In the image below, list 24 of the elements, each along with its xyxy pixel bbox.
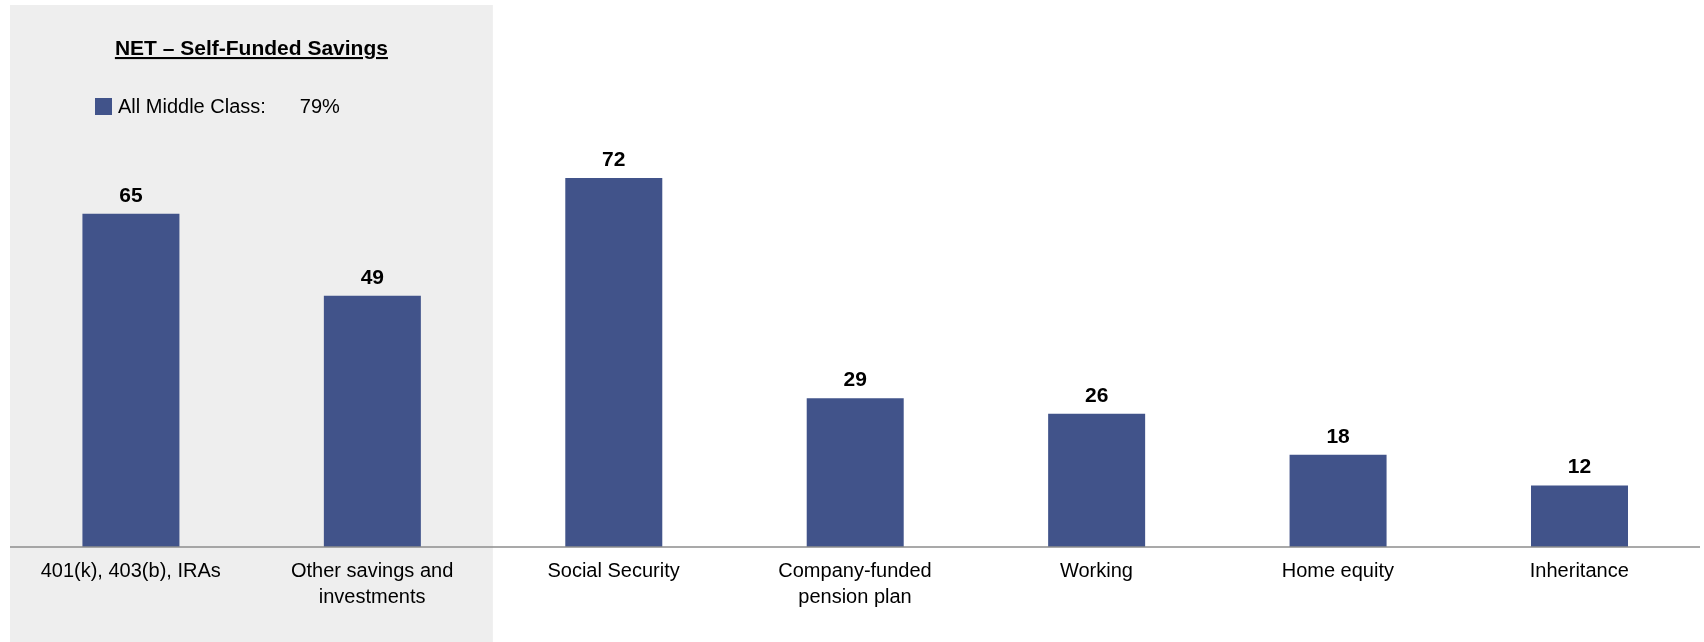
x-tick-label: 401(k), 403(b), IRAs xyxy=(40,559,221,581)
x-tick-label: Other savings and investments xyxy=(290,559,454,607)
x-tick-label: Home equity xyxy=(1281,559,1394,581)
bar xyxy=(82,213,180,547)
data-label: 72 xyxy=(602,146,626,170)
legend-label: All Middle Class: xyxy=(118,95,266,118)
x-tick-label: Social Security xyxy=(547,559,680,581)
bar xyxy=(806,398,904,547)
data-label: 29 xyxy=(843,367,867,391)
bar xyxy=(323,295,421,547)
data-label: 65 xyxy=(119,182,143,206)
bar xyxy=(1531,485,1628,547)
band-label: NET – Self-Funded Savings xyxy=(114,36,388,59)
data-label: 26 xyxy=(1084,382,1109,406)
x-tick-label: Working xyxy=(1059,559,1133,581)
data-label: 12 xyxy=(1567,454,1592,478)
bar xyxy=(1289,454,1387,547)
data-label: 49 xyxy=(360,264,385,288)
x-tick-label: Inheritance xyxy=(1529,559,1629,581)
text: 79% xyxy=(299,95,340,118)
bar xyxy=(1048,413,1146,547)
data-label: 18 xyxy=(1326,423,1351,447)
x-tick-label: Company-funded pension plan xyxy=(778,559,932,607)
bar xyxy=(565,177,663,547)
